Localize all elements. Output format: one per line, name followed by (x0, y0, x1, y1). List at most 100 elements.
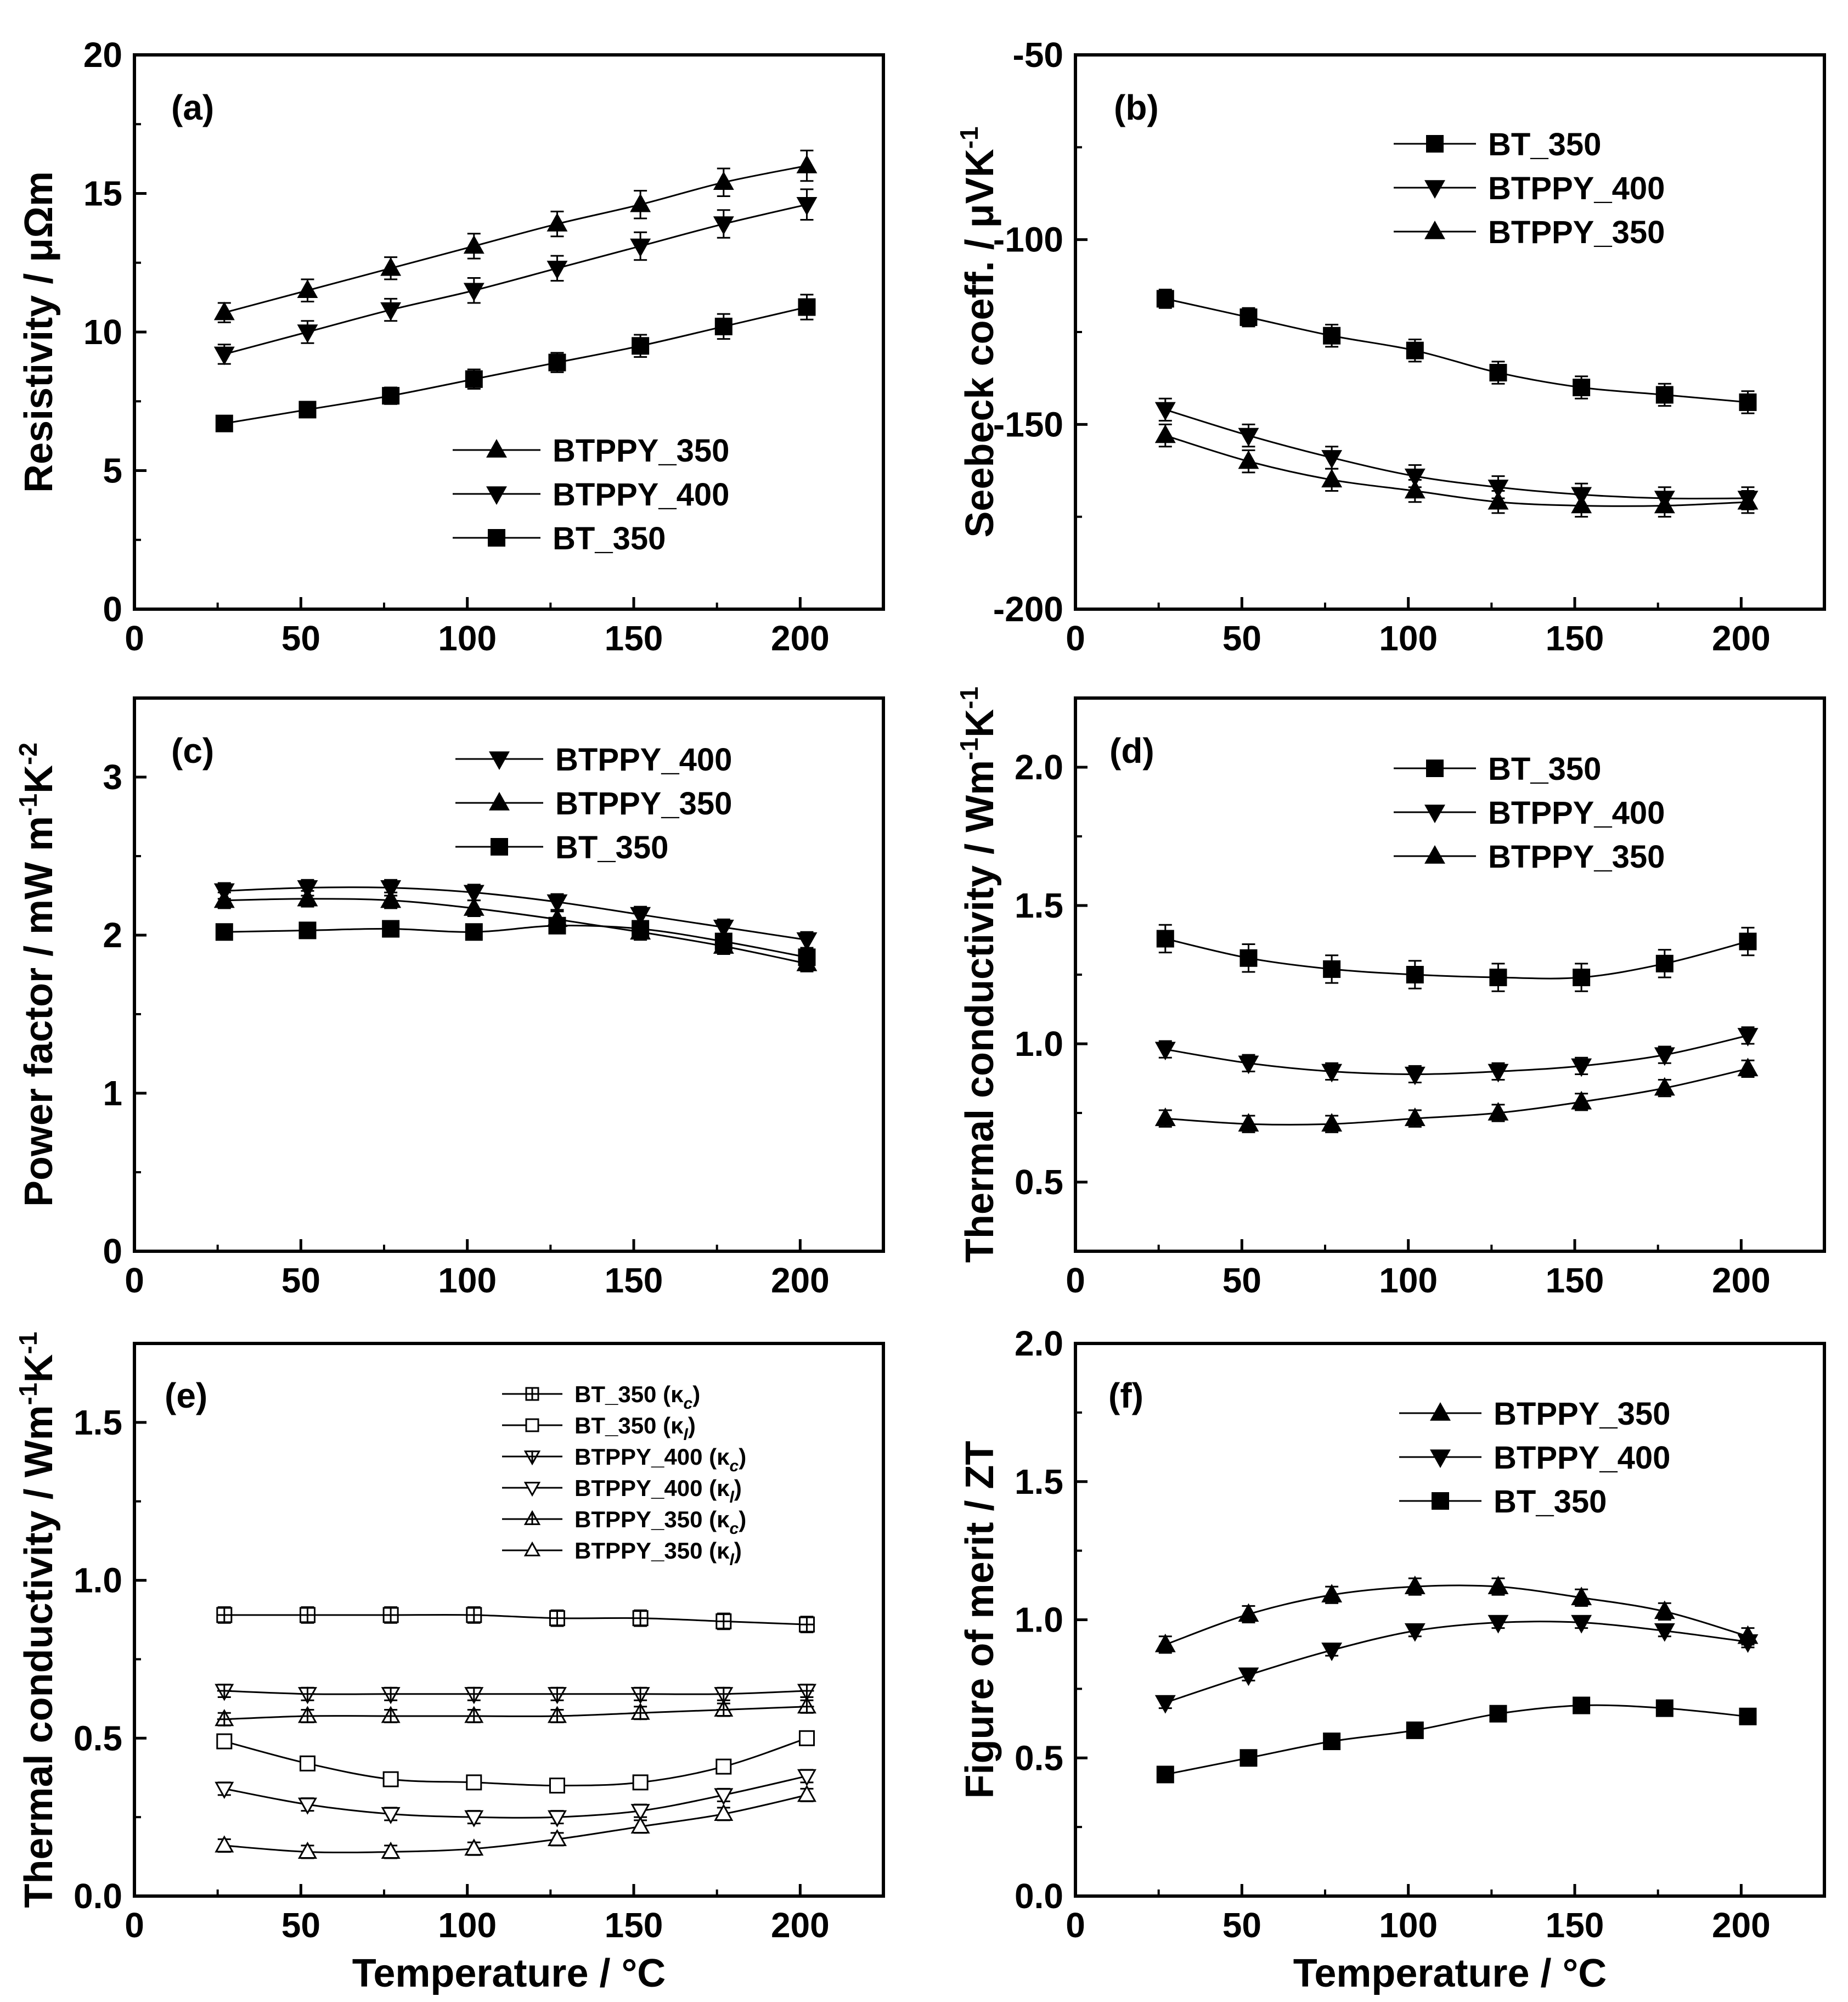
plot-frame-b (1074, 53, 1826, 611)
x-tick-label-c-1: 50 (281, 1261, 320, 1300)
data-point-f-2-1 (1239, 1749, 1258, 1767)
legend-f: BTPPY_350 BTPPY_400 BT_350 (1399, 1396, 1670, 1520)
x-tick-label-a-3: 150 (605, 618, 663, 658)
y-axis-title-sup2-d: -1 (955, 687, 983, 709)
x-tick-label-b-0: 0 (1066, 618, 1085, 658)
data-point-e-3-2 (381, 1807, 401, 1825)
x-axis-title-e: Temperature / °C (352, 1952, 666, 1995)
data-point-e-3-5 (630, 1804, 650, 1821)
y-tick-label-e-3: 1.5 (74, 1403, 122, 1442)
x-tick-label-d-3: 150 (1546, 1261, 1604, 1300)
plot-frame-f (1074, 1342, 1826, 1898)
data-point-b-2-0 (1154, 424, 1176, 443)
legend-label-sub-e-3: l (730, 1488, 735, 1506)
series-f-0 (1154, 1576, 1759, 1654)
plot-frame-c (133, 696, 885, 1253)
legend-marker-e-3 (523, 1482, 541, 1497)
x-tick-label-e-2: 100 (438, 1905, 497, 1945)
series-d-0 (1156, 924, 1757, 992)
data-point-e-1-2 (382, 1771, 399, 1787)
data-point-d-0-3 (1406, 966, 1424, 983)
legend-label-a-1: BTPPY_400 (553, 477, 729, 513)
series-c-2 (215, 916, 816, 966)
data-point-e-3-6 (714, 1788, 734, 1806)
x-tick-label-a-4: 200 (771, 618, 830, 658)
legend-label-a-2: BT_350 (553, 521, 666, 556)
series-line-e-3 (224, 1775, 807, 1819)
data-point-d-1-3 (1404, 1066, 1426, 1086)
data-point-b-0-2 (1323, 327, 1341, 345)
series-e-1 (216, 1730, 815, 1794)
data-point-d-1-6 (1654, 1047, 1675, 1066)
y-tick-label-f-1: 0.5 (1015, 1738, 1063, 1778)
data-point-c-0-2 (380, 880, 402, 899)
legend-marker-c-0 (489, 751, 510, 771)
y-axis-title-mid-e: K (17, 1354, 61, 1382)
x-tick-label-b-4: 200 (1712, 618, 1771, 658)
data-point-d-0-1 (1239, 949, 1258, 967)
data-point-a-2-4 (548, 353, 566, 372)
legend-label-tail-e-1: ) (688, 1413, 696, 1438)
data-point-d-1-5 (1571, 1058, 1592, 1077)
y-axis-title-main-a: Resistivity / μΩm (17, 171, 61, 493)
data-point-e-5-6 (714, 1803, 734, 1821)
data-point-c-1-2 (380, 889, 402, 908)
y-axis-title-sup-b: -1 (955, 126, 983, 149)
y-tick-label-c-0: 0 (103, 1231, 122, 1271)
data-point-e-1-3 (466, 1774, 482, 1791)
legend-label-sub-e-1: l (684, 1426, 689, 1444)
y-axis-title-main-c: Power factor / mW m (17, 816, 61, 1207)
data-point-f-2-2 (1323, 1733, 1341, 1751)
series-line-f-1 (1165, 1621, 1748, 1703)
data-point-a-2-0 (215, 414, 233, 432)
data-point-d-0-7 (1739, 932, 1757, 951)
legend-label-e-0: BT_350 (κc) (574, 1381, 700, 1413)
data-point-d-2-0 (1154, 1107, 1176, 1126)
y-axis-title-main-e: Thermal conductivity / Wm (17, 1405, 61, 1908)
panel-label-a: (a) (171, 88, 214, 127)
data-point-f-2-6 (1655, 1699, 1674, 1717)
data-point-a-1-7 (796, 196, 818, 216)
legend-label-main-b-2: BTPPY_350 (1488, 215, 1665, 250)
data-point-b-2-5 (1571, 494, 1592, 514)
panel-d: 0 50 100 150 200 0.5 1.0 1.5 2.0 (d) Thermal condu… (955, 687, 1826, 1300)
data-point-e-1-6 (715, 1758, 732, 1775)
data-point-c-2-4 (548, 916, 566, 935)
legend-label-e-4: BTPPY_350 (κc) (574, 1506, 746, 1538)
data-point-e-5-4 (547, 1829, 567, 1846)
y-axis-title-sup1-e: -1 (14, 1382, 42, 1405)
data-point-b-1-0 (1154, 402, 1176, 421)
series-line-a-2 (224, 306, 807, 425)
y-tick-label-a-0: 0 (103, 589, 122, 629)
data-point-c-0-6 (713, 919, 734, 938)
series-f-1 (1154, 1615, 1759, 1714)
y-tick-label-b-2: -100 (993, 220, 1063, 260)
legend-label-main-e-1: BT_350 (κ (574, 1413, 684, 1438)
data-point-a-1-0 (213, 346, 235, 365)
y-axis-title-sup2-e: -1 (14, 1332, 42, 1354)
data-point-d-2-7 (1737, 1058, 1759, 1077)
x-tick-label-f-2: 100 (1379, 1905, 1438, 1945)
series-line-e-2 (224, 1690, 807, 1695)
legend-label-main-d-1: BTPPY_400 (1488, 795, 1665, 831)
data-point-f-0-6 (1654, 1600, 1675, 1619)
data-point-c-2-3 (465, 923, 483, 941)
y-tick-label-b-3: -50 (1013, 35, 1064, 75)
data-point-a-2-5 (632, 337, 650, 355)
legend-label-f-0: BTPPY_350 (1494, 1396, 1670, 1432)
y-tick-label-c-3: 3 (103, 757, 122, 797)
data-point-c-1-0 (213, 889, 235, 908)
data-point-f-0-4 (1488, 1576, 1509, 1594)
legend-label-main-e-3: BTPPY_400 (κ (574, 1475, 730, 1501)
y-tick-label-c-2: 2 (103, 915, 122, 955)
data-point-b-2-2 (1321, 469, 1343, 488)
data-point-b-2-6 (1654, 494, 1675, 514)
series-e-0 (216, 1606, 815, 1634)
data-point-a-0-3 (463, 235, 484, 254)
legend-marker-f-0 (1430, 1402, 1451, 1421)
data-point-a-1-5 (630, 238, 651, 257)
series-e-3 (215, 1769, 816, 1827)
legend-label-tail-e-0: ) (692, 1381, 700, 1407)
y-axis-title-f: Figure of merit / ZT (958, 1441, 1002, 1798)
y-tick-label-a-3: 15 (83, 174, 122, 213)
